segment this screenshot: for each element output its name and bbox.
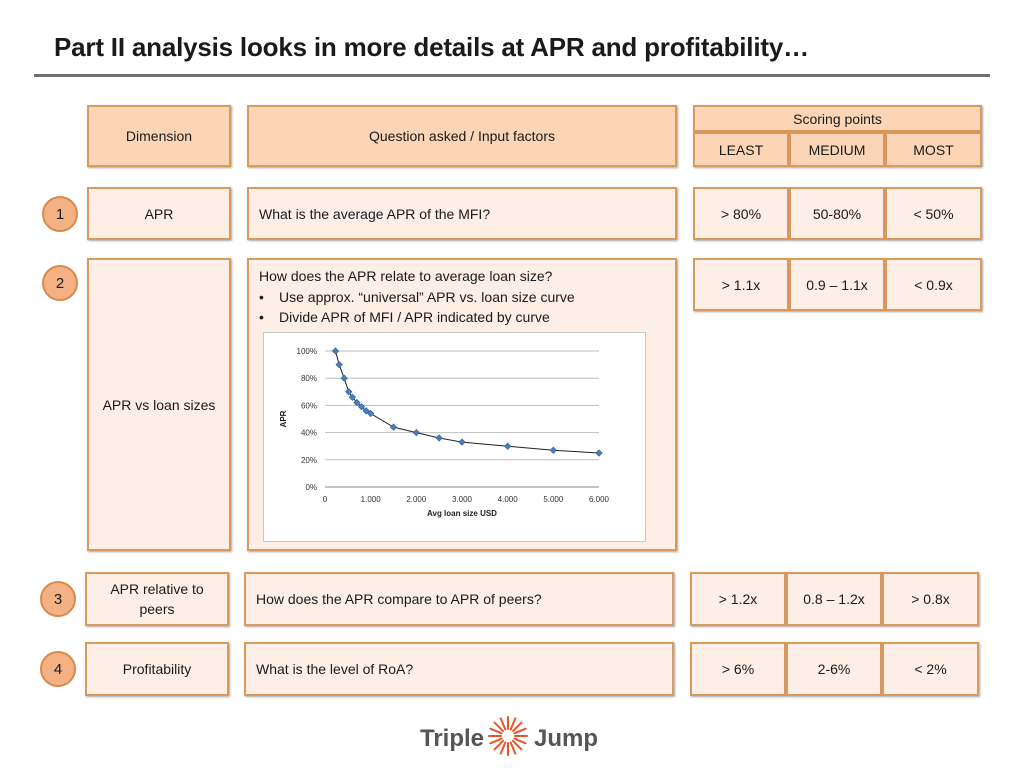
bullet-list: Use approx. “universal” APR vs. loan siz… xyxy=(259,287,575,328)
score-most: > 0.8x xyxy=(882,572,979,626)
sunburst-ray xyxy=(489,737,503,745)
question-apr-peers: How does the APR compare to APR of peers… xyxy=(244,572,674,626)
y-axis-label: APR xyxy=(279,410,288,427)
dimension-profitability: Profitability xyxy=(85,642,229,696)
trend-line xyxy=(335,350,600,454)
score-most: < 50% xyxy=(885,187,982,240)
logo-svg: Triple Jump xyxy=(420,716,598,756)
x-tick-label: 4.000 xyxy=(498,495,519,504)
sunburst-ray xyxy=(489,727,503,735)
sunburst-ray xyxy=(513,737,527,745)
header-most: MOST xyxy=(885,132,982,167)
dimension-line: peers xyxy=(139,601,175,617)
logo-word-left: Triple xyxy=(420,725,484,752)
score-medium: 50-80% xyxy=(789,187,885,240)
dimension-apr-vs-loan-sizes: APR vs loan sizes xyxy=(87,258,231,551)
data-point xyxy=(357,403,366,411)
y-tick-label: 60% xyxy=(301,401,317,410)
score-medium: 0.8 – 1.2x xyxy=(786,572,882,626)
data-point xyxy=(595,449,603,457)
data-point xyxy=(362,407,370,415)
data-point xyxy=(367,409,375,418)
chart-svg: 0% 20% 40% 60% 80% 100% 0 1.000 2.000 3.000 4.000 5… xyxy=(279,347,610,518)
x-tick-label: 1.000 xyxy=(361,495,382,504)
sunburst-ray xyxy=(493,721,505,733)
y-tick-label: 20% xyxy=(301,456,317,465)
bullet-item: Use approx. “universal” APR vs. loan siz… xyxy=(259,287,575,308)
row-number-badge: 4 xyxy=(40,651,76,687)
header-dimension: Dimension xyxy=(87,105,231,167)
score-least: > 1.1x xyxy=(693,258,789,311)
score-least: > 80% xyxy=(693,187,789,240)
data-point xyxy=(389,423,398,431)
data-point xyxy=(549,446,557,454)
bullet-item: Divide APR of MFI / APR indicated by cur… xyxy=(259,307,575,328)
header-least: LEAST xyxy=(693,132,789,167)
x-tick-label: 2.000 xyxy=(406,495,427,504)
score-most: < 2% xyxy=(882,642,979,696)
dimension-line: APR relative to xyxy=(110,581,204,597)
dimension-apr-relative-to-peers: APR relative to peers xyxy=(85,572,229,626)
data-point xyxy=(345,388,353,396)
sunburst-icon xyxy=(488,716,528,756)
score-most: < 0.9x xyxy=(885,258,982,311)
page-title: Part II analysis looks in more details a… xyxy=(54,32,809,62)
sunburst-ray xyxy=(493,739,505,751)
sunburst-ray xyxy=(509,717,517,731)
triple-jump-logo: Triple Jump xyxy=(420,712,610,760)
score-medium: 0.9 – 1.1x xyxy=(789,258,885,311)
score-least: > 6% xyxy=(690,642,786,696)
x-tick-label: 3.000 xyxy=(452,495,473,504)
data-point xyxy=(412,428,420,437)
data-point xyxy=(335,360,343,369)
header-question: Question asked / Input factors xyxy=(247,105,677,167)
data-point xyxy=(458,438,466,446)
data-point xyxy=(353,399,361,407)
sunburst-ray xyxy=(511,721,523,733)
row-number-badge: 1 xyxy=(42,196,78,232)
logo-word-right: Jump xyxy=(534,725,598,752)
score-least: > 1.2x xyxy=(690,572,786,626)
row-number-badge: 3 xyxy=(40,581,76,617)
dimension-apr: APR xyxy=(87,187,231,240)
x-tick-label: 0 xyxy=(323,495,328,504)
data-point xyxy=(348,393,357,401)
sunburst-ray xyxy=(509,741,517,755)
x-axis-label: Avg loan size USD xyxy=(427,509,497,518)
question-text: How does the APR relate to average loan … xyxy=(259,268,553,284)
y-tick-label: 100% xyxy=(297,347,317,356)
x-tick-label: 5.000 xyxy=(543,495,564,504)
sunburst-ray xyxy=(513,727,527,735)
data-point xyxy=(435,434,443,442)
score-medium: 2-6% xyxy=(786,642,882,696)
question-apr-vs-loan-sizes: How does the APR relate to average loan … xyxy=(247,258,677,551)
question-roa: What is the level of RoA? xyxy=(244,642,674,696)
x-tick-label: 6.000 xyxy=(589,495,610,504)
apr-vs-loan-size-chart: 0% 20% 40% 60% 80% 100% 0 1.000 2.000 3.000 4.000 5… xyxy=(263,332,646,542)
sunburst-ray xyxy=(511,739,523,751)
row-number-badge: 2 xyxy=(42,265,78,301)
question-apr: What is the average APR of the MFI? xyxy=(247,187,677,240)
data-point xyxy=(340,374,348,382)
y-tick-label: 40% xyxy=(301,429,317,438)
data-point xyxy=(504,442,512,450)
y-tick-label: 80% xyxy=(301,374,317,383)
header-scoring-points: Scoring points xyxy=(693,105,982,132)
y-tick-label: 0% xyxy=(305,483,317,492)
title-divider xyxy=(34,74,990,77)
sunburst-ray xyxy=(499,717,507,731)
sunburst-ray xyxy=(499,741,507,755)
header-medium: MEDIUM xyxy=(789,132,885,167)
data-point xyxy=(331,347,340,355)
